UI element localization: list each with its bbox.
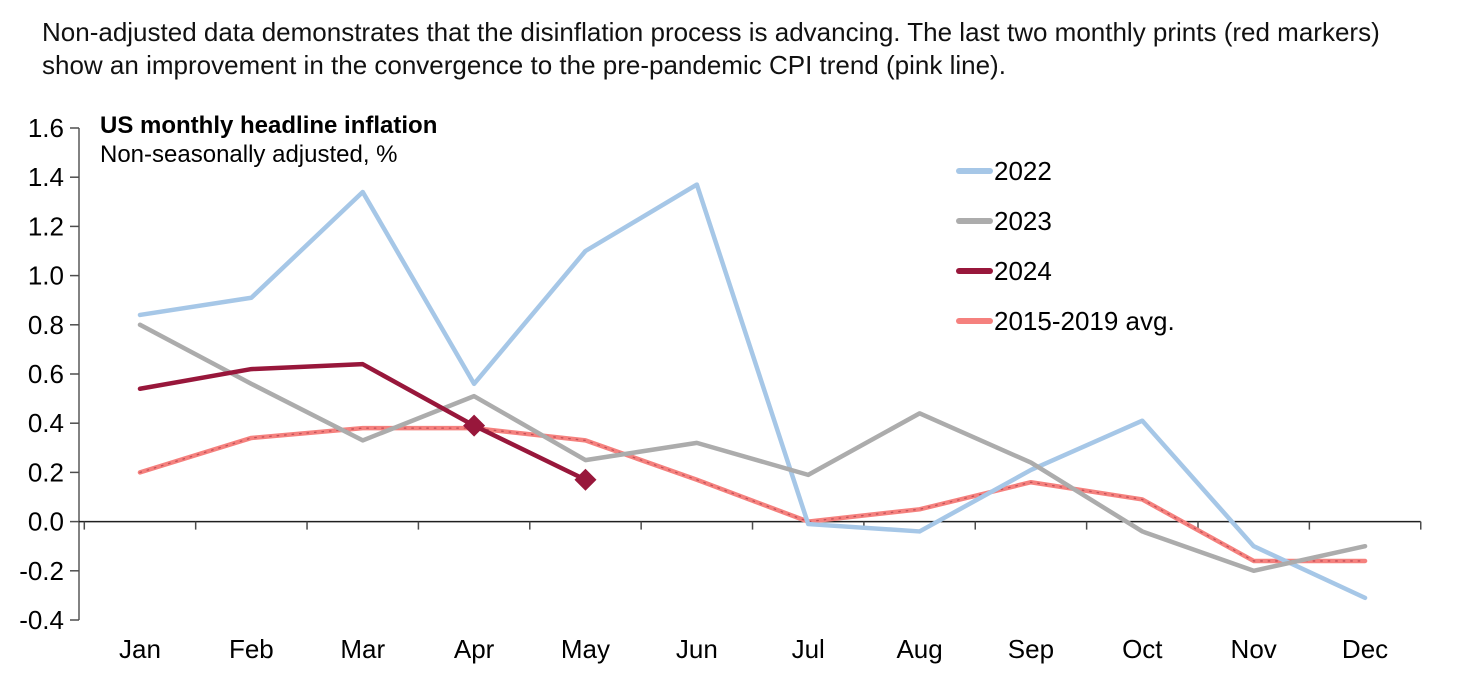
- data-point-diamond-marker: [574, 468, 597, 491]
- y-tick-label: 1.0: [28, 261, 64, 291]
- data-point-diamond-marker: [463, 414, 486, 437]
- legend-item-2023: 2023: [956, 204, 1052, 238]
- y-tick-label: 0.6: [28, 359, 64, 389]
- legend-line-swatch-2015-2019-avg: [956, 318, 993, 324]
- caption-line-1: Non-adjusted data demonstrates that the …: [42, 17, 1380, 47]
- x-tick-label: Jun: [676, 634, 718, 664]
- caption-line-2: show an improvement in the convergence t…: [42, 50, 1006, 80]
- series-line-2022: [137, 182, 1368, 601]
- x-tick-label: May: [561, 634, 610, 664]
- x-tick-label: Aug: [896, 634, 942, 664]
- x-tick-label: Jan: [119, 634, 161, 664]
- chart-title: US monthly headline inflation: [100, 112, 438, 139]
- y-tick-label: 1.2: [28, 211, 64, 241]
- y-tick-label: -0.2: [19, 556, 64, 586]
- legend-item-2024: 2024: [956, 254, 1052, 288]
- y-tick-label: -0.4: [19, 605, 64, 635]
- series-line-speckle-overlay: [139, 427, 1366, 562]
- x-tick-label: Feb: [229, 634, 274, 664]
- legend-label: 2022: [994, 155, 1052, 186]
- legend-label: 2015-2019 avg.: [994, 305, 1175, 336]
- legend-line-swatch-2022: [956, 168, 993, 174]
- y-tick-label: 0.0: [28, 507, 64, 537]
- y-tick-label: 1.6: [28, 113, 64, 143]
- y-tick-label: 0.8: [28, 310, 64, 340]
- x-tick-label: Dec: [1342, 634, 1388, 664]
- x-tick-label: Oct: [1122, 634, 1163, 664]
- x-tick-label: Mar: [340, 634, 385, 664]
- y-tick-label: 0.2: [28, 457, 64, 487]
- y-tick-label: 1.4: [28, 162, 64, 192]
- x-tick-label: Sep: [1008, 634, 1054, 664]
- x-tick-label: Nov: [1231, 634, 1277, 664]
- series-line-2024: [137, 361, 588, 483]
- legend-label: 2024: [994, 255, 1052, 286]
- x-tick-label: Apr: [454, 634, 495, 664]
- series-line-2023: [137, 322, 1368, 574]
- y-tick-label: 0.4: [28, 408, 64, 438]
- chart-subtitle: Non-seasonally adjusted, %: [100, 141, 398, 168]
- chart-caption: Non-adjusted data demonstrates that the …: [42, 16, 1380, 82]
- legend-label: 2023: [994, 205, 1052, 236]
- legend-line-swatch-2023: [956, 218, 993, 224]
- x-tick-label: Jul: [792, 634, 825, 664]
- legend-item-2015-2019-avg: 2015-2019 avg.: [956, 304, 1175, 338]
- series-line-2015-2019-avg-: [137, 425, 1368, 564]
- legend-item-2022: 2022: [956, 154, 1052, 188]
- legend-line-swatch-2024: [956, 268, 993, 274]
